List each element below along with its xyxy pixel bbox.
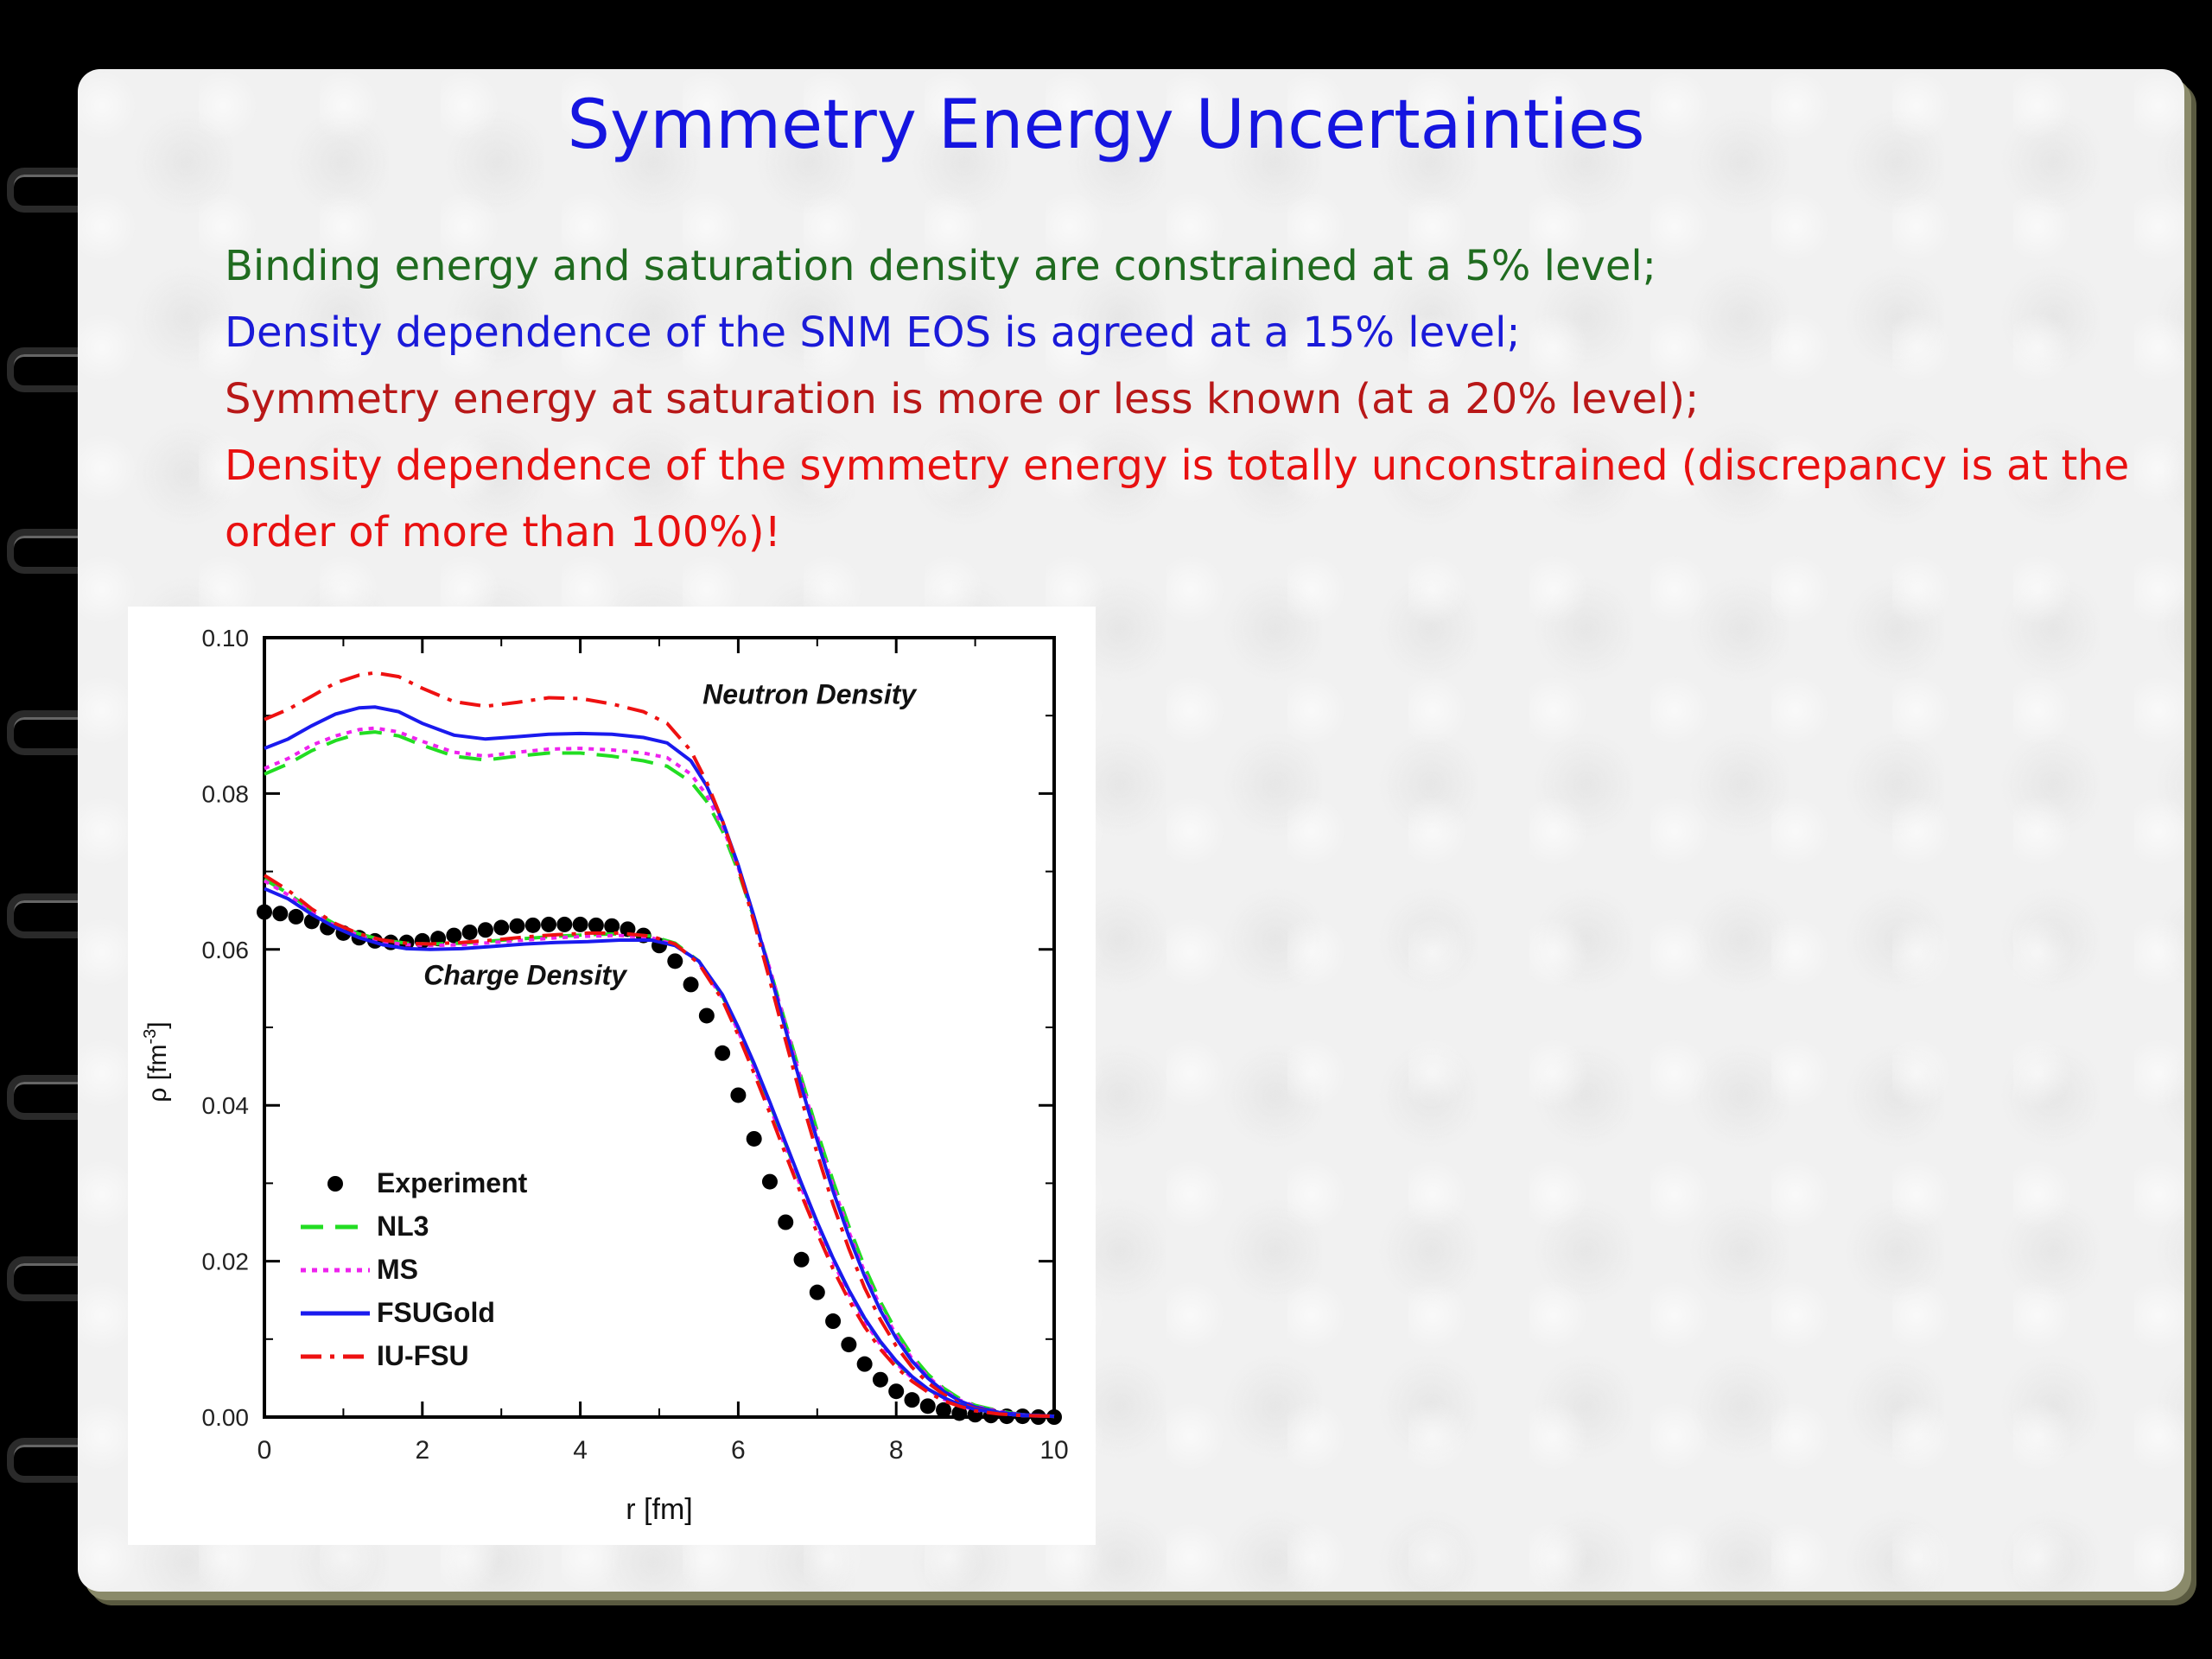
experiment-point [288,908,304,925]
experiment-point [715,1045,731,1061]
annotation-label: Charge Density [423,959,628,990]
bullet-list: Binding energy and saturation density ar… [225,233,2169,566]
y-axis-label-main: ρ [fm [143,1045,172,1103]
experiment-point [1046,1409,1062,1425]
x-tick-label: 4 [573,1436,588,1465]
experiment-point [604,918,620,934]
experiment-point [556,916,573,932]
x-tick-label: 10 [1039,1436,1068,1465]
bullet-symmetry-energy: Symmetry energy at saturation is more or… [225,375,1700,423]
experiment-point [778,1214,794,1230]
density-chart: 0 2 4 6 8 10 0.00 0.02 0.04 0.06 0.08 0.10 r [fm] ρ [… [128,607,1096,1545]
y-tick-label: 0.06 [202,937,250,963]
experiment-point [856,1356,873,1372]
experiment-point [541,916,557,932]
experiment-point [872,1371,888,1388]
y-tick-label: 0.08 [202,780,250,807]
experiment-point [936,1402,952,1418]
experiment-point [746,1130,762,1147]
legend-label: FSUGold [377,1297,495,1328]
y-axis-label-end: ] [143,1021,172,1028]
legend-label: Experiment [377,1167,528,1198]
experiment-point [461,924,478,940]
experiment-point [683,976,699,993]
bullet-density-dependence: Density dependence of the symmetry energ… [225,442,2130,556]
y-tick-label: 0.10 [202,625,250,652]
x-axis-label: r [fm] [626,1493,692,1526]
experiment-point [493,919,510,936]
experiment-point [888,1383,905,1400]
experiment-point [572,916,588,932]
experiment-point [588,917,604,933]
experiment-point [825,1313,842,1330]
y-axis-label: ρ [fm-3] [141,1021,172,1102]
x-tick-label: 2 [415,1436,429,1465]
x-tick-label: 0 [257,1436,272,1465]
experiment-point [446,927,462,944]
experiment-point [272,906,289,922]
legend-label: MS [377,1254,418,1285]
experiment-point [698,1007,715,1024]
series-line-nl3 [263,877,1055,1419]
experiment-point [257,904,272,920]
experiment-point [524,917,541,933]
experiment-point [904,1392,920,1408]
y-tick-label: 0.00 [202,1404,250,1431]
y-tick-label: 0.02 [202,1249,250,1275]
x-tick-label: 8 [889,1436,904,1465]
series-line-iu-fsu [263,874,1055,1419]
series-line-ms [263,879,1055,1419]
slide-title: Symmetry Energy Uncertainties [567,86,1645,164]
experiment-point [730,1087,747,1103]
x-tick-label: 6 [731,1436,746,1465]
y-axis-label-sup: -3 [141,1029,160,1045]
series-line-iu-fsu [264,671,1055,1419]
experiment-point [951,1405,968,1421]
legend-label: IU-FSU [377,1340,469,1371]
experiment-point [841,1337,857,1353]
experiment-point [919,1398,936,1414]
experiment-point [667,953,683,969]
legend-marker [327,1176,343,1192]
annotation-label: Neutron Density [702,679,918,710]
bullet-snm-eos: Density dependence of the SNM EOS is agr… [225,308,1521,357]
experiment-point [477,922,493,938]
experiment-point [793,1251,810,1268]
experiment-point [509,918,525,934]
series-line-fsugold [264,887,1055,1419]
density-chart-svg: 0 2 4 6 8 10 0.00 0.02 0.04 0.06 0.08 0.10 r [fm] ρ [… [141,625,1069,1526]
experiment-point [761,1173,778,1190]
y-tick-label: 0.04 [202,1092,250,1119]
legend-label: NL3 [377,1211,429,1242]
experiment-point [809,1284,825,1300]
bullet-binding-energy: Binding energy and saturation density ar… [225,242,1656,290]
